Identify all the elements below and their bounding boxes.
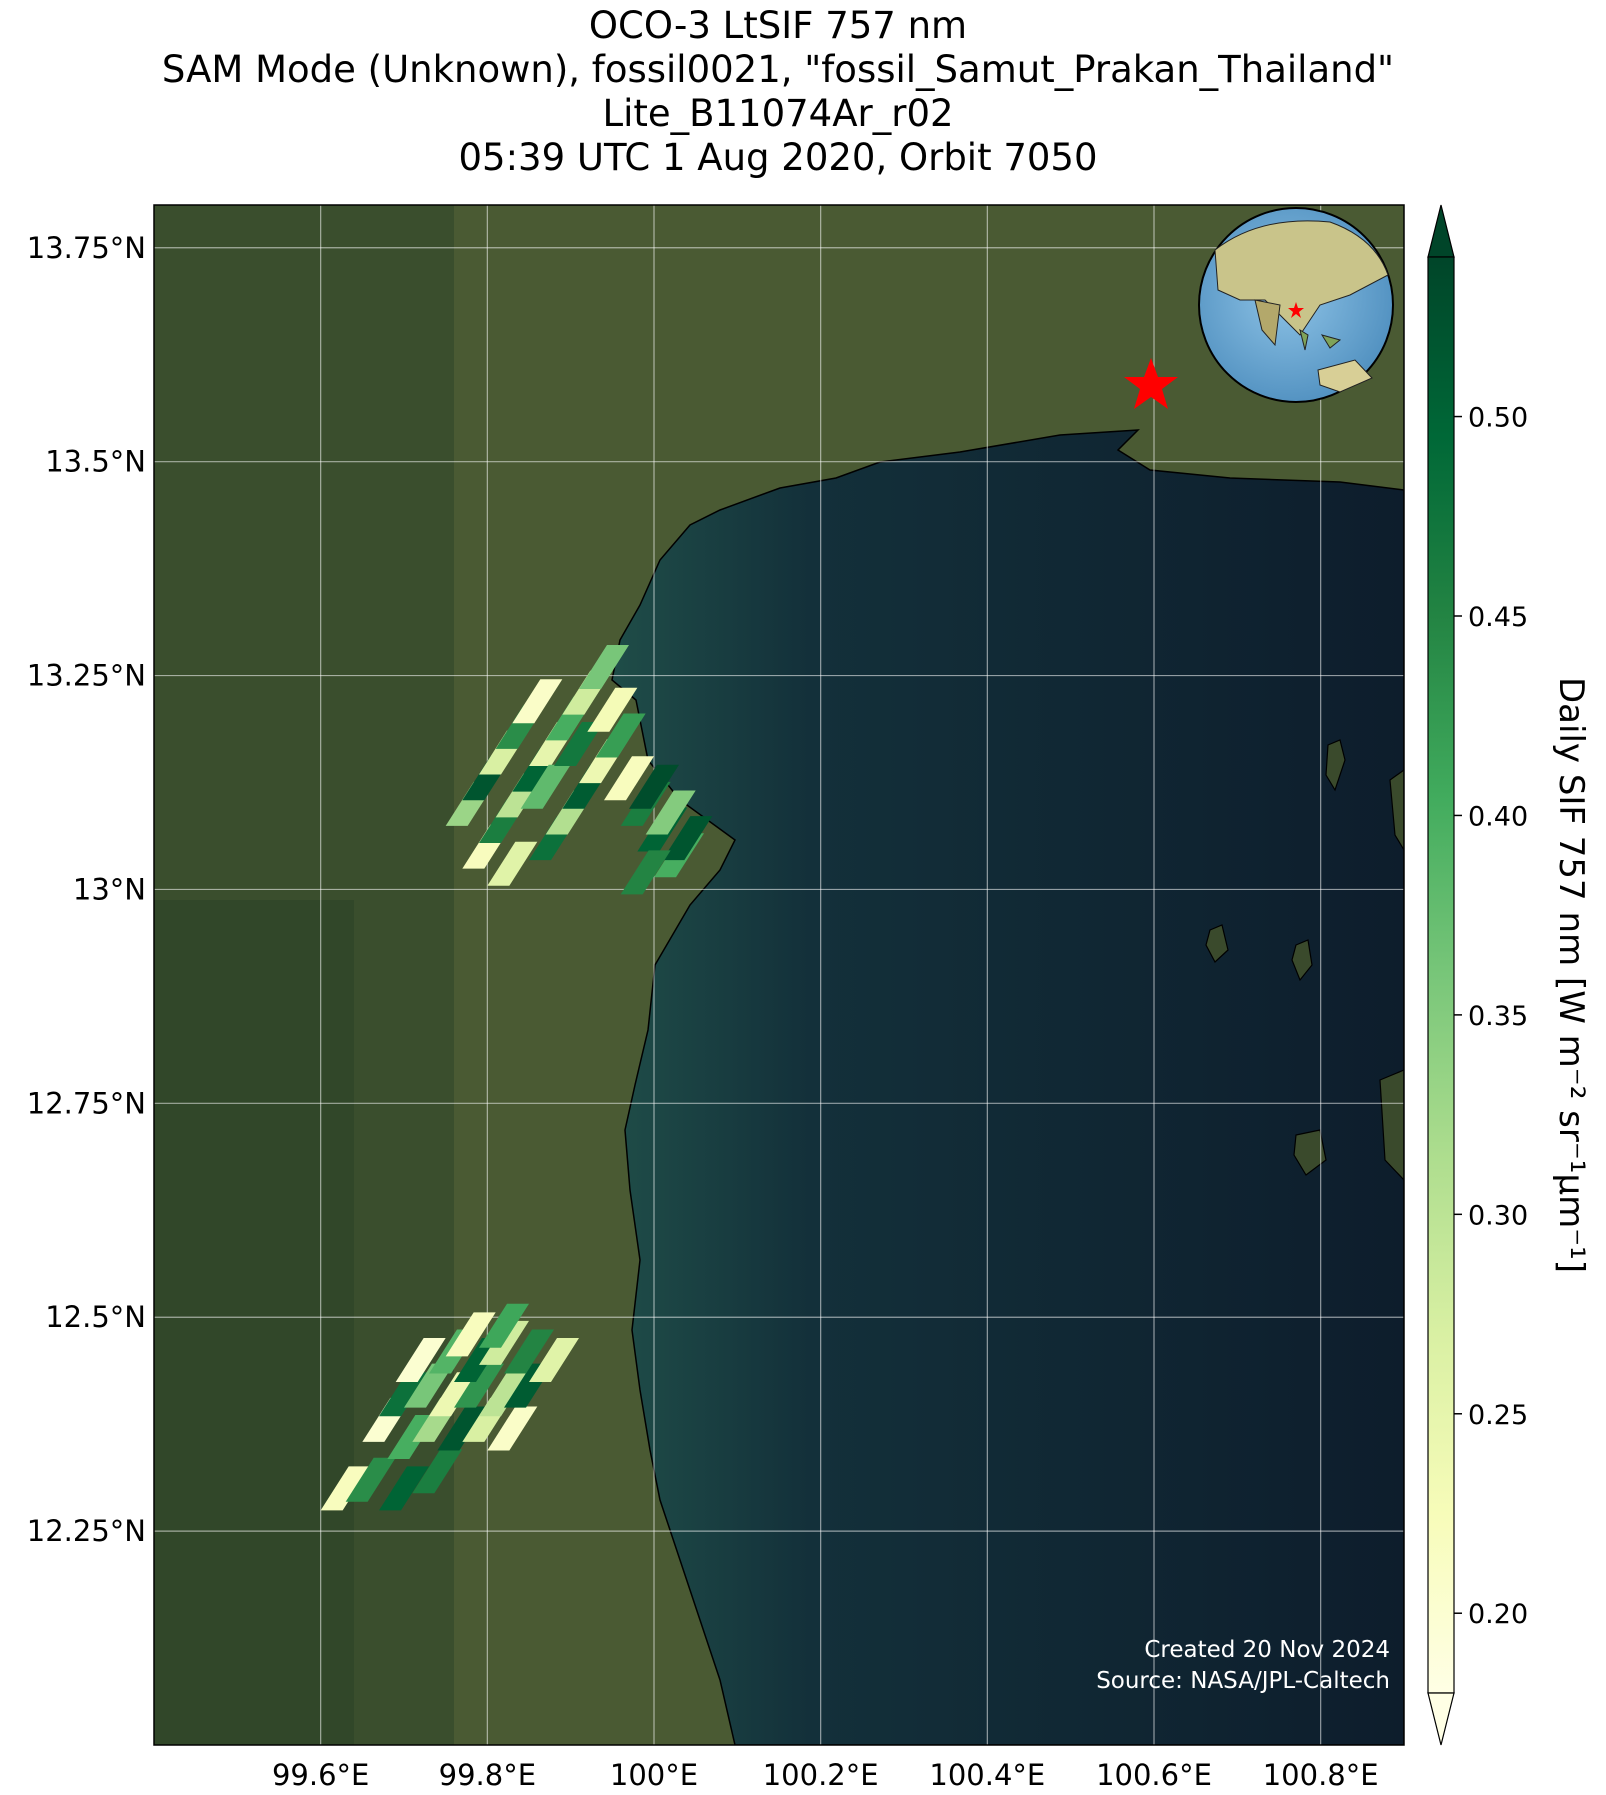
latitude-tick-label: 12.75°N (27, 1086, 146, 1120)
sif-sounding-footprint (445, 1312, 496, 1357)
inset-target-star (1288, 302, 1304, 318)
longitude-tick-label: 100.8°E (1263, 1758, 1379, 1792)
colorbar-tick-label: 0.45 (1468, 602, 1528, 633)
sif-sounding-footprint (487, 841, 538, 886)
sif-sounding-footprint (487, 1406, 538, 1451)
sif-sounding-footprint (345, 1457, 396, 1502)
colorbar-tick-label: 0.30 (1468, 1200, 1528, 1231)
sif-sounding-footprint (662, 816, 713, 861)
colorbar-max-extend-arrow (1427, 204, 1455, 258)
colorbar-tick-label: 0.20 (1468, 1599, 1528, 1630)
sif-sounding-footprint (412, 1449, 463, 1494)
sif-soundings (320, 645, 713, 1511)
sif-sounding-footprint (379, 1372, 429, 1417)
inset-india-landmass (1254, 299, 1281, 347)
colorbar-min-extend-arrow (1427, 1692, 1455, 1746)
sif-sounding-footprint (504, 1329, 554, 1374)
sif-sounding-footprint (479, 1303, 529, 1348)
sif-sounding-footprint (320, 1466, 371, 1511)
sif-sounding-footprint (395, 1338, 446, 1382)
map-frame (153, 204, 1405, 1746)
longitude-tick-label: 100.2°E (763, 1758, 879, 1792)
colorbar-gradient (1427, 256, 1455, 1694)
latitude-tick-label: 13.25°N (27, 659, 146, 693)
latitude-tick-label: 13°N (73, 872, 146, 906)
inset-asia-landmass (1214, 220, 1389, 336)
latitude-tick-label: 12.25°N (27, 1514, 146, 1548)
longitude-tick-label: 100.6°E (1096, 1758, 1212, 1792)
colorbar-tick-label: 0.25 (1468, 1400, 1528, 1431)
sif-sounding-footprint (437, 1406, 488, 1451)
graticule (154, 205, 1404, 1745)
sif-sounding-footprint (429, 1372, 479, 1417)
title-line-2: SAM Mode (Unknown), fossil0021, "fossil_… (161, 48, 1395, 91)
sif-sounding-footprint (520, 764, 571, 809)
sif-sounding-footprint (620, 850, 671, 895)
islands (1205, 739, 1404, 1181)
colorbar-label: Daily SIF 757 nm [W m⁻² sr⁻¹μm⁻¹] (1551, 677, 1591, 1273)
sif-sounding-footprint (454, 1363, 504, 1408)
sif-sounding-footprint (554, 722, 604, 766)
sif-sounding-footprint (404, 1363, 454, 1408)
latitude-tick-label: 13.5°N (45, 445, 146, 479)
colorbar-tick-labels: 0.20 0.25 0.30 0.35 0.40 0.45 0.50 (1454, 403, 1528, 1630)
sea-area (611, 429, 1404, 1745)
latitude-tick-labels: 13.75°N 13.5°N 13.25°N 13°N 12.75°N 12.5°N 12.… (27, 231, 146, 1548)
latitude-tick-label: 12.5°N (45, 1300, 146, 1334)
longitude-tick-label: 99.8°E (439, 1758, 536, 1792)
colorbar-tick-label: 0.50 (1468, 403, 1528, 434)
source-note: Source: NASA/JPL-Caltech (1096, 1668, 1390, 1694)
map-title: OCO-3 LtSIF 757 nm SAM Mode (Unknown), f… (0, 4, 1556, 180)
sif-sounding-footprint (529, 1338, 579, 1382)
map-canvas: Created 20 Nov 2024 Source: NASA/JPL-Cal… (154, 205, 1404, 1745)
inset-globe (1198, 207, 1394, 403)
latitude-tick-label: 13.75°N (27, 231, 146, 265)
title-line-4: 05:39 UTC 1 Aug 2020, Orbit 7050 (458, 136, 1098, 179)
colorbar-tick-label: 0.40 (1468, 801, 1528, 832)
longitude-tick-label: 99.6°E (272, 1758, 369, 1792)
longitude-tick-label: 100.4°E (929, 1758, 1045, 1792)
inset-australia-landmass (1317, 359, 1373, 393)
sif-sounding-footprint (604, 756, 654, 801)
title-line-3: Lite_B11074Ar_r02 (602, 92, 954, 135)
colorbar-tick-label: 0.35 (1468, 1001, 1528, 1032)
target-star-marker (1124, 358, 1178, 409)
sif-sounding-footprint (579, 645, 629, 689)
sif-sounding-footprint (512, 679, 563, 724)
sif-sounding-footprint (379, 1466, 429, 1511)
title-line-1: OCO-3 LtSIF 757 nm (588, 4, 968, 47)
longitude-tick-labels: 99.6°E 99.8°E 100°E 100.2°E 100.4°E 100.6°E 10… (272, 1758, 1379, 1792)
created-date-note: Created 20 Nov 2024 (1144, 1637, 1390, 1663)
sif-sounding-footprint (587, 687, 638, 732)
sif-sounding-footprint (645, 790, 696, 835)
sif-sounding-footprint (629, 764, 679, 809)
colorbar: 0.20 0.25 0.30 0.35 0.40 0.45 0.50 Daily SIF 7… (1427, 204, 1591, 1746)
inset-indochina (1299, 328, 1342, 351)
longitude-tick-label: 100°E (610, 1758, 698, 1792)
sif-sounding-footprint (479, 1372, 529, 1417)
southwest-forest (154, 900, 354, 1745)
sif-sounding-footprint (595, 713, 646, 758)
